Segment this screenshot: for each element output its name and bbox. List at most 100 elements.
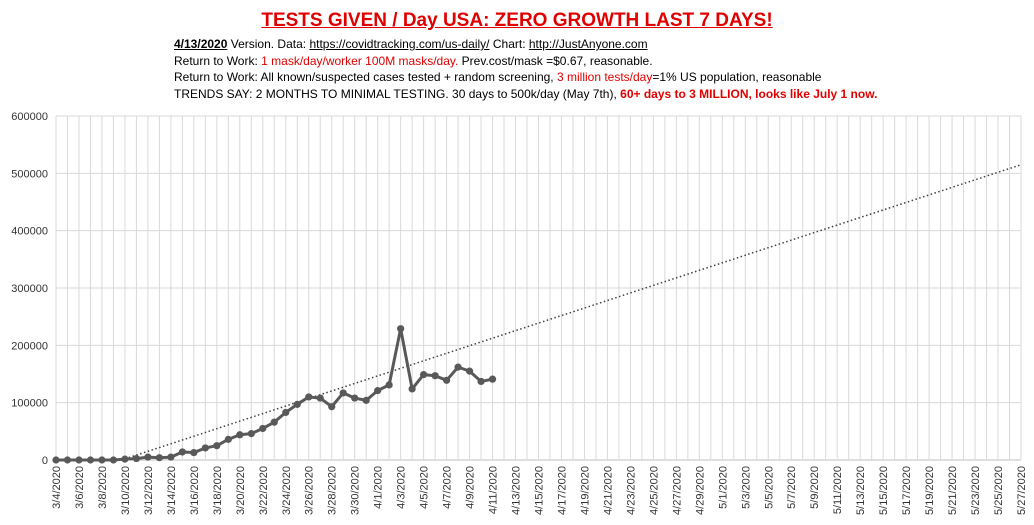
x-tick-label: 5/23/2020 bbox=[970, 466, 982, 515]
x-tick-label: 5/7/2020 bbox=[786, 466, 798, 509]
y-tick-label: 300000 bbox=[11, 283, 48, 295]
data-point bbox=[144, 453, 152, 461]
subtitle-text: TRENDS SAY: 2 MONTHS TO MINIMAL TESTING.… bbox=[174, 87, 621, 101]
subtitle-line: 4/13/2020 Version. Data: https://covidtr… bbox=[174, 37, 648, 51]
x-tick-label: 4/1/2020 bbox=[373, 466, 385, 509]
subtitle-text: Return to Work: bbox=[174, 54, 262, 68]
subtitle-line: TRENDS SAY: 2 MONTHS TO MINIMAL TESTING.… bbox=[174, 87, 877, 101]
x-tick-label: 3/10/2020 bbox=[120, 466, 132, 515]
data-point bbox=[132, 454, 141, 463]
chart-title: TESTS GIVEN / Day USA: ZERO GROWTH LAST … bbox=[261, 10, 773, 31]
x-tick-label: 5/11/2020 bbox=[832, 466, 844, 514]
data-point bbox=[465, 367, 474, 375]
x-tick-label: 5/13/2020 bbox=[855, 466, 867, 515]
subtitle-text: 4/13/2020 bbox=[174, 37, 228, 51]
x-tick-label: 3/22/2020 bbox=[258, 466, 270, 515]
subtitle-text: 1 mask/day/worker 100M masks/day. bbox=[261, 54, 459, 68]
x-tick-label: 4/27/2020 bbox=[671, 466, 683, 515]
subtitle-text: =1% US population, reasonable bbox=[652, 70, 822, 84]
x-tick-label: 3/26/2020 bbox=[304, 466, 316, 515]
x-tick-label: 5/17/2020 bbox=[901, 466, 913, 515]
x-tick-label: 4/11/2020 bbox=[488, 466, 500, 514]
x-tick-label: 5/27/2020 bbox=[1016, 466, 1028, 515]
data-point bbox=[178, 448, 186, 456]
y-tick-label: 400000 bbox=[11, 226, 48, 238]
x-tick-label: 3/16/2020 bbox=[189, 466, 201, 515]
x-tick-label: 4/15/2020 bbox=[534, 466, 546, 515]
x-tick-label: 4/21/2020 bbox=[602, 466, 614, 515]
data-point bbox=[385, 381, 393, 389]
x-tick-label: 3/20/2020 bbox=[235, 466, 247, 515]
x-tick-label: 5/21/2020 bbox=[947, 466, 959, 515]
x-tick-label: 4/17/2020 bbox=[556, 466, 568, 515]
subtitle-text: Version. Data: bbox=[227, 37, 310, 51]
data-point bbox=[408, 385, 416, 393]
y-tick-label: 500000 bbox=[11, 168, 48, 180]
data-point bbox=[362, 396, 370, 404]
subtitle-text: 60+ days to 3 MILLION, looks like July 1… bbox=[620, 87, 878, 101]
x-tick-label: 4/19/2020 bbox=[579, 466, 591, 515]
x-tick-label: 3/8/2020 bbox=[97, 466, 109, 509]
x-tick-label: 3/4/2020 bbox=[51, 466, 63, 509]
data-point bbox=[155, 454, 163, 462]
data-point bbox=[488, 375, 497, 383]
data-point bbox=[52, 456, 60, 464]
subtitle-text[interactable]: http://JustAnyone.com bbox=[528, 37, 648, 51]
data-point bbox=[75, 456, 83, 464]
x-tick-label: 4/5/2020 bbox=[419, 466, 431, 509]
data-point bbox=[270, 418, 278, 426]
data-point bbox=[328, 403, 336, 411]
subtitle-text: 3 million tests/day bbox=[556, 70, 653, 84]
data-point bbox=[109, 456, 118, 464]
x-tick-label: 5/15/2020 bbox=[878, 466, 890, 515]
x-tick-label: 4/25/2020 bbox=[648, 466, 660, 515]
subtitle-text: Chart: bbox=[489, 37, 529, 51]
data-point bbox=[477, 377, 485, 386]
y-tick-label: 0 bbox=[42, 455, 48, 467]
subtitle-text: Return to Work: All known/suspected case… bbox=[174, 70, 557, 84]
data-point bbox=[420, 370, 428, 379]
data-point bbox=[282, 408, 290, 417]
y-tick-label: 200000 bbox=[11, 340, 48, 352]
x-tick-label: 5/19/2020 bbox=[924, 466, 936, 515]
data-point bbox=[201, 444, 209, 452]
x-tick-label: 5/1/2020 bbox=[717, 466, 729, 509]
subtitle-line: Return to Work: 1 mask/day/worker 100M m… bbox=[174, 54, 653, 68]
x-tick-label: 3/24/2020 bbox=[281, 466, 293, 515]
data-point bbox=[431, 372, 439, 380]
x-tick-label: 4/23/2020 bbox=[625, 466, 637, 515]
x-tick-label: 4/7/2020 bbox=[442, 466, 454, 509]
x-tick-label: 3/12/2020 bbox=[143, 466, 155, 515]
subtitle-text[interactable]: https://covidtracking.com/us-daily/ bbox=[309, 37, 490, 51]
data-point bbox=[63, 456, 72, 464]
y-tick-label: 600000 bbox=[11, 111, 48, 123]
data-point bbox=[442, 376, 451, 384]
data-point bbox=[454, 363, 462, 371]
x-tick-label: 3/30/2020 bbox=[350, 466, 362, 515]
y-tick-label: 100000 bbox=[11, 398, 48, 410]
data-point bbox=[316, 394, 324, 402]
subtitle-text: Prev.cost/mask =$0.67, reasonable. bbox=[458, 54, 653, 68]
x-tick-label: 5/3/2020 bbox=[740, 466, 752, 509]
data-point bbox=[121, 455, 129, 463]
data-point bbox=[213, 442, 221, 450]
data-point bbox=[374, 387, 382, 395]
data-point bbox=[98, 456, 106, 464]
x-tick-label: 3/18/2020 bbox=[212, 466, 224, 515]
data-point bbox=[293, 400, 301, 408]
x-tick-label: 5/25/2020 bbox=[993, 466, 1005, 515]
data-point bbox=[351, 394, 359, 402]
data-point bbox=[190, 448, 198, 457]
data-point bbox=[259, 424, 267, 433]
x-tick-label: 5/5/2020 bbox=[763, 466, 775, 509]
data-point bbox=[86, 456, 95, 464]
data-point bbox=[397, 325, 405, 333]
data-point bbox=[167, 453, 175, 461]
x-tick-label: 4/29/2020 bbox=[694, 466, 706, 515]
x-tick-label: 4/9/2020 bbox=[465, 466, 477, 509]
data-point bbox=[224, 435, 232, 443]
x-tick-label: 3/28/2020 bbox=[327, 466, 339, 515]
trendline bbox=[124, 164, 1022, 460]
x-tick-label: 4/3/2020 bbox=[396, 466, 408, 509]
data-point bbox=[236, 431, 244, 439]
